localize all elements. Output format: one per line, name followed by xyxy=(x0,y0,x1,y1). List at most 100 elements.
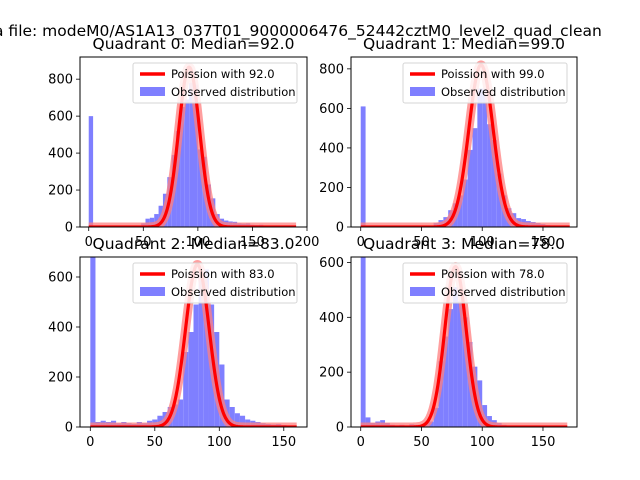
histogram-bar xyxy=(428,421,434,427)
x-tick-label: 100 xyxy=(470,435,495,450)
histogram-bar xyxy=(178,399,184,427)
histogram-bar xyxy=(482,88,488,227)
x-tick-label: 0 xyxy=(85,235,93,250)
histogram-bar xyxy=(477,88,483,227)
plot-area xyxy=(356,257,572,427)
histogram-bar xyxy=(462,317,468,427)
histogram-bar xyxy=(193,304,199,427)
legend-bar-label: Observed distribution xyxy=(171,285,296,299)
x-tick-label: 150 xyxy=(271,435,296,450)
subplot-quadrant-1: 0 50 100 150 0 200 400 600 800 Quadrant 1: Median… xyxy=(319,35,578,250)
histogram-bar xyxy=(433,407,439,427)
histogram-bar xyxy=(487,124,492,227)
y-tick-label: 0 xyxy=(65,221,73,236)
legend-frame xyxy=(132,62,298,104)
x-tick-label: 100 xyxy=(207,435,232,450)
legend: Poission with 83.0 Observed distribution xyxy=(132,262,298,304)
histogram-bar xyxy=(443,336,449,427)
histogram-bar xyxy=(183,352,189,427)
legend-frame xyxy=(402,62,568,104)
x-tick-label: 200 xyxy=(295,235,320,250)
y-tick-label: 400 xyxy=(319,141,344,156)
x-tick-label: 0 xyxy=(357,235,365,250)
axes-frame xyxy=(350,56,578,228)
histogram-bar xyxy=(234,413,240,427)
legend-line-label: Poission with 99.0 xyxy=(441,67,545,81)
x-tick-label: 0 xyxy=(357,435,365,450)
histogram-bar xyxy=(172,404,179,427)
histogram-bar xyxy=(365,417,371,427)
legend-bar-label: Observed distribution xyxy=(171,85,296,99)
axes-frame xyxy=(79,56,308,228)
y-tick-label: 800 xyxy=(48,73,73,88)
histogram-bar xyxy=(360,106,366,227)
legend: Poission with 78.0 Observed distribution xyxy=(402,262,568,304)
histogram-bar xyxy=(457,195,463,227)
y-tick-label: 600 xyxy=(319,102,344,117)
y-tick-label: 0 xyxy=(336,221,344,236)
axes-frame xyxy=(79,256,308,428)
subplot-quadrant-0: 0 50 100 150 200 0 200 400 600 800 Quadrant 0: Med… xyxy=(48,35,319,250)
x-tick-label: 150 xyxy=(531,435,556,450)
legend-frame xyxy=(132,262,298,304)
axes-frame xyxy=(350,256,578,428)
histogram-bar xyxy=(360,257,366,427)
y-tick-label: 600 xyxy=(48,110,73,125)
histogram-bar xyxy=(188,332,194,427)
histogram-bar xyxy=(462,179,468,227)
legend-line-label: Poission with 83.0 xyxy=(171,267,275,281)
legend-bar-label: Observed distribution xyxy=(441,285,566,299)
x-tick-label: 150 xyxy=(531,235,556,250)
x-tick-label: 50 xyxy=(413,435,430,450)
x-tick-label: 0 xyxy=(86,435,94,450)
legend-bar-swatch xyxy=(140,287,165,296)
y-tick-label: 200 xyxy=(48,184,73,199)
histogram-bar xyxy=(239,415,246,427)
x-tick-label: 150 xyxy=(240,235,265,250)
histogram-bar xyxy=(184,99,190,227)
subplot-title: Quadrant 3: Median=78.0 xyxy=(363,235,565,253)
histogram-bar xyxy=(197,149,203,227)
histogram-bar xyxy=(198,272,204,427)
y-tick-label: 0 xyxy=(336,421,344,436)
x-tick-label: 50 xyxy=(147,435,164,450)
histogram-bar xyxy=(176,130,181,227)
axes-container: 0 50 100 150 200 0 200 400 600 800 Quadrant 0: Med… xyxy=(48,35,578,450)
x-tick-label: 50 xyxy=(135,235,152,250)
y-tick-label: 400 xyxy=(48,147,73,162)
legend: Poission with 92.0 Observed distribution xyxy=(132,62,298,104)
y-tick-label: 200 xyxy=(319,181,344,196)
poisson-curve xyxy=(359,265,569,427)
legend-bar-label: Observed distribution xyxy=(441,85,566,99)
y-tick-label: 600 xyxy=(48,271,73,286)
subplot-title: Quadrant 0: Median=92.0 xyxy=(93,35,295,53)
subplot-title: Quadrant 1: Median=99.0 xyxy=(363,35,565,53)
legend-line-label: Poission with 92.0 xyxy=(171,67,275,81)
y-tick-label: 200 xyxy=(319,366,344,381)
legend: Poission with 99.0 Observed distribution xyxy=(402,62,568,104)
legend-bar-swatch xyxy=(140,87,165,96)
histogram-bar xyxy=(467,149,473,227)
histogram-bar xyxy=(496,173,502,227)
histogram-bar xyxy=(457,300,463,427)
legend-bar-swatch xyxy=(410,87,435,96)
histogram-bar xyxy=(180,106,185,227)
histogram-bar xyxy=(154,214,159,227)
histogram-bar xyxy=(491,140,497,227)
y-tick-label: 800 xyxy=(319,62,344,77)
subplot-quadrant-3: 0 50 100 150 0 200 400 600 Quadrant 3: Median=78… xyxy=(319,235,578,450)
figure-suptitle: a file: modeM0/AS1A13_037T01_9000006476_… xyxy=(0,22,602,41)
y-tick-label: 200 xyxy=(48,371,73,386)
histogram-bar xyxy=(189,82,194,227)
x-tick-label: 100 xyxy=(185,235,210,250)
histogram-bar xyxy=(88,116,94,227)
histogram-bar xyxy=(472,128,478,227)
subplot-title: Quadrant 2: Median=83.0 xyxy=(93,235,295,253)
legend-line-label: Poission with 78.0 xyxy=(441,267,545,281)
x-tick-label: 50 xyxy=(413,235,430,250)
histogram-bar xyxy=(229,407,235,427)
legend-frame xyxy=(402,262,568,304)
y-tick-label: 0 xyxy=(65,421,73,436)
histogram-bar xyxy=(203,269,209,427)
